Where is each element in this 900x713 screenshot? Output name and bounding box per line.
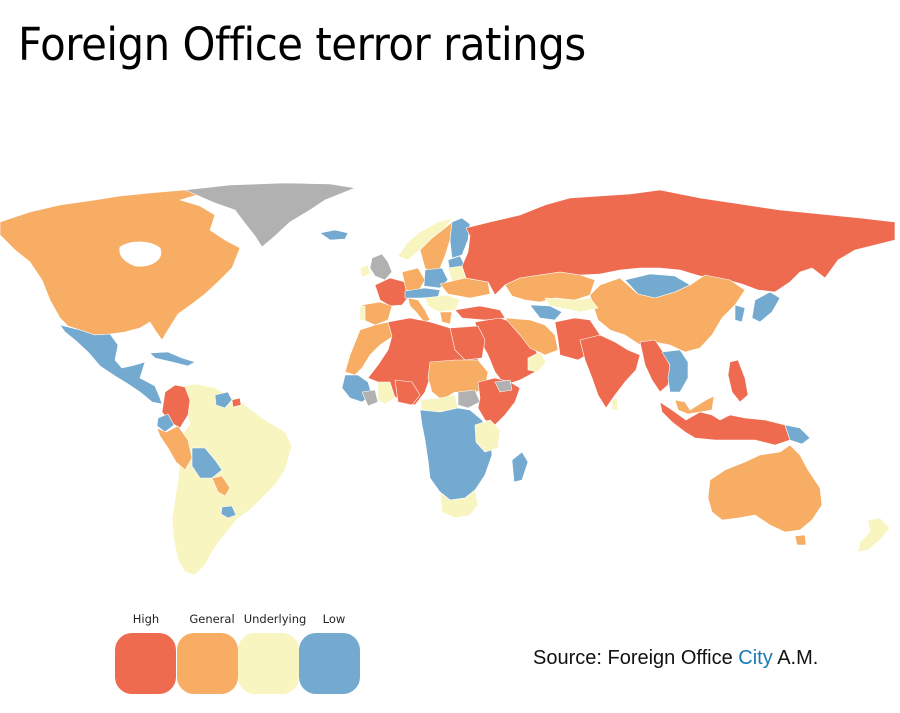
region-ghana-togo[interactable] [377,381,396,405]
region-south-africa[interactable] [439,489,479,519]
legend-label-general: General [189,612,235,626]
legend-swatch-underlying [238,633,299,694]
legend-swatch-high [115,633,176,694]
region-somaliland[interactable] [494,379,513,393]
legend-swatch-low [299,633,360,694]
region-philippines[interactable] [727,359,749,403]
source-credit: Source: Foreign Office City A.M. [533,647,818,670]
region-ecuador[interactable] [156,413,175,433]
region-turkmenistan[interactable] [529,304,563,321]
region-sri-lanka[interactable] [611,397,619,411]
region-ireland[interactable] [359,264,371,278]
region-south-sudan[interactable] [457,389,481,409]
legend: High General Underlying Low [115,612,361,696]
legend-label-underlying: Underlying [243,612,307,626]
region-uruguay[interactable] [220,505,237,519]
source-text: Source: Foreign Office [533,647,733,669]
region-finland[interactable] [449,217,471,259]
region-bolivia[interactable] [191,447,223,479]
region-greece[interactable] [439,311,453,325]
region-portugal[interactable] [359,305,366,321]
region-india[interactable] [579,334,641,409]
region-guyana-suriname[interactable] [214,391,233,409]
region-indochina[interactable] [661,349,689,393]
region-cote-divoire[interactable] [361,389,379,407]
region-uzbekistan-kyrgyzstan[interactable] [544,297,599,313]
legend-label-high: High [132,612,160,626]
page-title: Foreign Office terror ratings [18,18,586,71]
region-egypt[interactable] [449,325,486,361]
region-balkans[interactable] [424,294,461,313]
region-australia[interactable] [707,444,823,533]
region-malaysia[interactable] [674,395,715,415]
region-tanzania[interactable] [474,419,501,453]
region-norway[interactable] [397,217,453,261]
region-korea-japan[interactable] [734,291,781,323]
brand-am: A.M. [777,647,819,669]
region-myanmar-thailand[interactable] [639,339,673,393]
region-iran[interactable] [504,317,559,356]
region-greenland[interactable] [184,182,356,248]
region-italy[interactable] [407,297,431,323]
region-canada-usa[interactable] [0,189,241,341]
region-spain[interactable] [361,301,393,326]
region-uk[interactable] [369,253,393,281]
region-venezuela-brazil[interactable] [171,383,293,576]
region-french-guiana[interactable] [231,397,242,408]
legend-label-low: Low [322,612,346,626]
region-mexico-central-america[interactable] [59,324,163,405]
brand-city: City [738,647,773,669]
region-paraguay[interactable] [211,475,231,497]
region-congo-southern-africa[interactable] [419,407,493,501]
region-china[interactable] [589,274,746,353]
legend-labels: High General Underlying Low [115,612,361,628]
region-france[interactable] [374,277,411,307]
region-oman[interactable] [527,351,547,373]
region-peru[interactable] [156,425,193,471]
region-turkey[interactable] [454,305,506,321]
region-germany[interactable] [401,267,426,293]
region-madagascar[interactable] [511,451,529,483]
region-caribbean[interactable] [149,351,196,367]
region-new-zealand[interactable] [857,517,891,553]
region-iceland[interactable] [319,229,349,241]
region-ukraine[interactable] [439,277,491,299]
region-papua-new-guinea[interactable] [784,424,811,445]
legend-swatch-general [177,633,238,694]
region-morocco[interactable] [344,321,396,376]
region-nigeria[interactable] [394,379,421,406]
region-tasmania[interactable] [794,534,807,546]
